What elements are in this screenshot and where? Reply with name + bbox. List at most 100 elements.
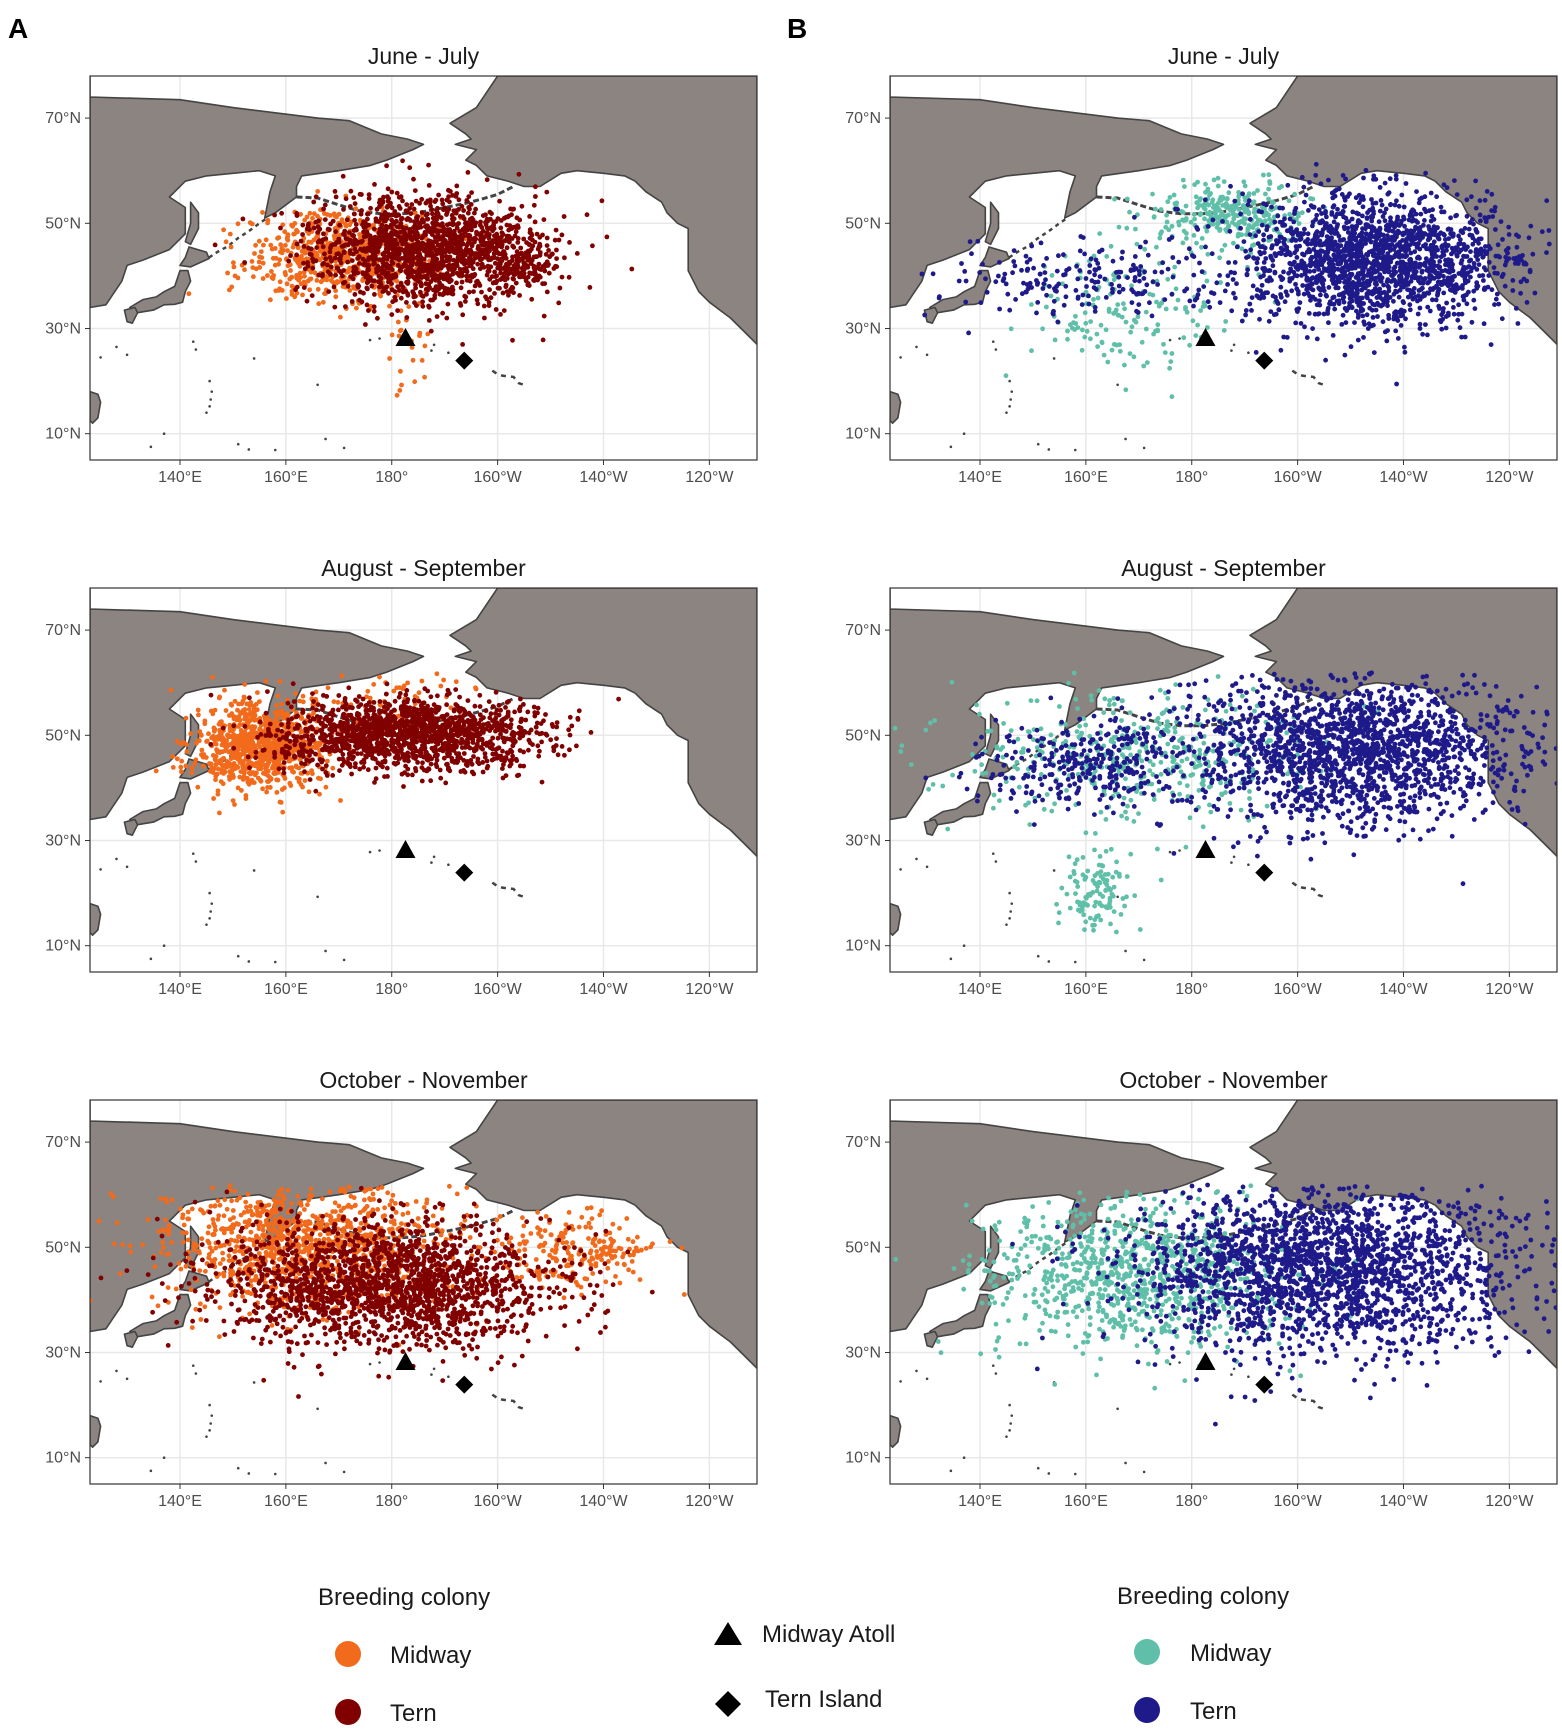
- point-tern: [543, 252, 549, 257]
- point-tern: [365, 279, 371, 285]
- point-tern: [366, 196, 372, 201]
- point-tern: [521, 702, 526, 707]
- point-tern: [263, 733, 269, 738]
- point-tern: [340, 727, 346, 733]
- point-tern: [322, 217, 328, 223]
- small-island: [191, 1364, 195, 1367]
- point-tern: [526, 256, 532, 262]
- point-tern: [420, 294, 426, 299]
- point-tern: [382, 271, 388, 277]
- point-tern: [478, 230, 484, 236]
- point-tern: [322, 202, 328, 208]
- point-tern: [413, 198, 419, 204]
- point-midway: [347, 288, 353, 293]
- point-tern: [371, 700, 377, 705]
- small-island: [210, 1414, 214, 1417]
- point-tern: [434, 314, 440, 319]
- point-tern: [293, 738, 299, 744]
- point-tern: [354, 699, 360, 704]
- point-tern: [322, 251, 327, 257]
- point-tern: [434, 251, 440, 257]
- point-tern: [361, 234, 367, 240]
- point-tern: [432, 744, 438, 750]
- point-midway: [289, 766, 294, 771]
- point-tern: [325, 745, 331, 750]
- point-tern: [330, 707, 336, 713]
- point-tern: [373, 727, 379, 732]
- point-tern: [372, 278, 377, 284]
- map-frame: [89, 587, 758, 973]
- point-tern: [469, 190, 474, 196]
- point-midway: [193, 757, 199, 763]
- x-tick-label: 160°E: [264, 981, 308, 998]
- point-tern: [324, 773, 330, 778]
- point-tern: [395, 760, 401, 766]
- point-tern: [437, 291, 443, 297]
- point-midway: [320, 277, 326, 283]
- point-midway: [232, 755, 238, 761]
- point-midway: [243, 733, 249, 738]
- point-midway: [222, 687, 227, 693]
- point-tern: [629, 266, 635, 272]
- point-tern: [349, 258, 355, 263]
- point-tern: [405, 697, 411, 702]
- point-tern: [411, 225, 416, 231]
- point-midway: [265, 273, 270, 278]
- point-midway: [302, 778, 308, 783]
- point-tern: [517, 748, 523, 753]
- point-midway: [184, 749, 190, 755]
- point-tern: [384, 765, 390, 771]
- point-midway: [412, 379, 418, 385]
- point-midway: [212, 737, 217, 742]
- point-tern: [475, 756, 481, 762]
- point-tern: [292, 742, 298, 748]
- point-tern: [247, 695, 252, 701]
- point-tern: [534, 730, 540, 735]
- point-tern: [341, 231, 346, 237]
- point-tern: [337, 222, 342, 228]
- point-midway: [232, 802, 237, 807]
- point-tern: [510, 337, 515, 343]
- point-midway: [335, 699, 341, 705]
- point-tern: [464, 198, 470, 203]
- point-midway: [434, 671, 440, 677]
- point-midway: [302, 273, 307, 279]
- point-tern: [293, 714, 299, 720]
- land-mass: [123, 306, 139, 325]
- point-tern: [371, 712, 377, 718]
- point-tern: [442, 205, 448, 211]
- point-tern: [487, 287, 492, 293]
- point-tern: [465, 170, 471, 175]
- point-tern: [501, 738, 507, 744]
- point-midway: [220, 749, 226, 755]
- point-tern: [286, 258, 292, 264]
- point-tern: [407, 206, 413, 211]
- point-midway: [234, 740, 239, 745]
- point-tern: [474, 732, 480, 738]
- point-tern: [604, 234, 610, 240]
- point-tern: [371, 705, 376, 711]
- point-midway: [249, 221, 255, 227]
- point-tern: [410, 242, 416, 248]
- point-tern: [400, 224, 405, 230]
- point-tern: [472, 703, 478, 709]
- x-tick-label: 140°W: [579, 469, 628, 486]
- point-tern: [433, 197, 439, 203]
- point-tern: [440, 201, 446, 207]
- point-tern: [383, 691, 389, 697]
- point-tern: [286, 720, 291, 726]
- point-tern: [342, 739, 348, 745]
- point-midway: [301, 248, 306, 254]
- point-tern: [479, 289, 484, 295]
- point-tern: [315, 702, 321, 707]
- point-midway: [310, 215, 315, 221]
- point-midway: [273, 716, 279, 722]
- point-tern: [340, 756, 346, 762]
- point-midway: [300, 699, 306, 705]
- point-tern: [309, 749, 315, 755]
- point-tern: [332, 189, 338, 194]
- point-tern: [285, 724, 291, 730]
- point-tern: [503, 715, 509, 720]
- small-island: [162, 432, 166, 435]
- small-island: [273, 448, 277, 452]
